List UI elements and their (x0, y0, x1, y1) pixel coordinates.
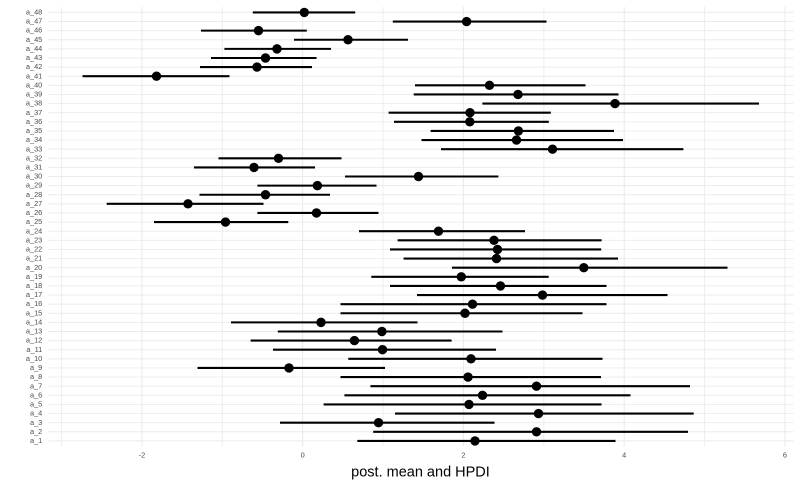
svg-text:a_23: a_23 (26, 235, 42, 244)
svg-text:a_22: a_22 (26, 245, 42, 254)
svg-text:a_21: a_21 (26, 254, 42, 263)
svg-text:a_14: a_14 (26, 317, 42, 326)
svg-text:a_4: a_4 (30, 409, 42, 418)
svg-text:0: 0 (301, 451, 305, 460)
svg-text:a_20: a_20 (26, 263, 42, 272)
svg-text:a_28: a_28 (26, 190, 42, 199)
svg-text:a_19: a_19 (26, 272, 42, 281)
svg-text:a_26: a_26 (26, 208, 42, 217)
svg-text:-2: -2 (139, 451, 146, 460)
svg-text:a_34: a_34 (26, 135, 42, 144)
svg-text:a_38: a_38 (26, 99, 42, 108)
svg-text:post. mean and HPDI: post. mean and HPDI (351, 465, 490, 481)
svg-text:a_5: a_5 (30, 400, 42, 409)
svg-text:a_46: a_46 (26, 26, 42, 35)
svg-text:a_8: a_8 (30, 372, 42, 381)
svg-text:a_25: a_25 (26, 217, 42, 226)
svg-text:a_16: a_16 (26, 299, 42, 308)
svg-text:a_43: a_43 (26, 53, 42, 62)
svg-text:a_37: a_37 (26, 108, 42, 117)
svg-text:a_18: a_18 (26, 281, 42, 290)
svg-text:a_17: a_17 (26, 290, 42, 299)
svg-text:a_47: a_47 (26, 17, 42, 26)
svg-text:a_27: a_27 (26, 199, 42, 208)
svg-text:a_31: a_31 (26, 162, 42, 171)
svg-text:a_30: a_30 (26, 172, 42, 181)
svg-text:6: 6 (783, 451, 787, 460)
svg-text:a_33: a_33 (26, 144, 42, 153)
svg-text:a_13: a_13 (26, 327, 42, 336)
svg-text:a_45: a_45 (26, 35, 42, 44)
svg-text:a_32: a_32 (26, 153, 42, 162)
svg-text:a_40: a_40 (26, 80, 42, 89)
svg-text:2: 2 (461, 451, 465, 460)
svg-text:a_35: a_35 (26, 126, 42, 135)
svg-text:a_42: a_42 (26, 62, 42, 71)
svg-text:a_2: a_2 (30, 427, 42, 436)
svg-text:a_29: a_29 (26, 181, 42, 190)
svg-text:a_41: a_41 (26, 71, 42, 80)
svg-text:a_44: a_44 (26, 44, 42, 53)
svg-text:a_7: a_7 (30, 381, 42, 390)
svg-text:a_10: a_10 (26, 354, 42, 363)
svg-text:a_36: a_36 (26, 117, 42, 126)
svg-text:4: 4 (622, 451, 626, 460)
svg-text:a_3: a_3 (30, 418, 42, 427)
svg-text:a_11: a_11 (26, 345, 42, 354)
svg-text:a_48: a_48 (26, 8, 42, 17)
svg-text:a_6: a_6 (30, 390, 42, 399)
svg-text:a_24: a_24 (26, 226, 42, 235)
svg-text:a_12: a_12 (26, 336, 42, 345)
svg-text:a_9: a_9 (30, 363, 42, 372)
svg-text:a_1: a_1 (30, 436, 42, 445)
svg-text:a_39: a_39 (26, 90, 42, 99)
svg-text:a_15: a_15 (26, 308, 42, 317)
